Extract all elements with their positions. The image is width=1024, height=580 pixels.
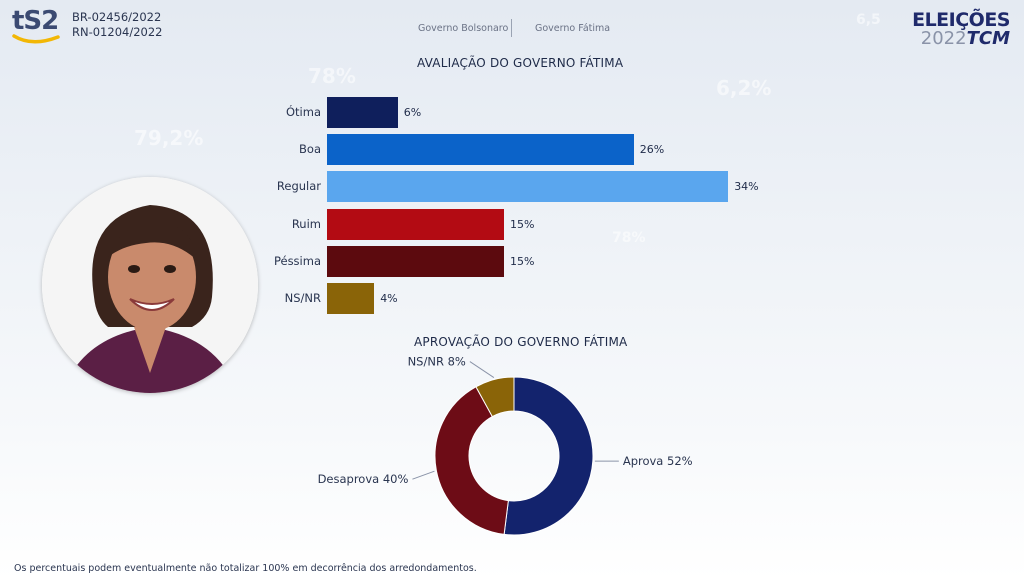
bar-value-boa: 26% [639,143,665,157]
donut-slice-nsnr [475,376,515,418]
donut-leader-line [412,470,435,480]
bar-regular [327,171,729,203]
registration-br: BR-02456/2022 [72,10,162,24]
bar-ruim [327,208,504,240]
bar-value-pessima: 15% [510,254,535,268]
donut-chart-title: APROVAÇÃO DO GOVERNO FÁTIMA [414,335,628,349]
brand-title: ELEIÇÕES [912,9,1010,31]
bar-label-otima: Ótima [285,105,321,119]
bar-chart-title: AVALIAÇÃO DO GOVERNO FÁTIMA [417,56,624,70]
donut-label-aprova: Aprova 52% [623,454,693,468]
background-number: 79,2% [134,126,204,150]
eleicoes-tcm-brand: ELEIÇÕES 2022TCM [912,10,1010,48]
candidate-portrait [42,177,258,393]
bar-label-pessima: Péssima [273,253,321,268]
donut-slice-aprova [503,376,594,536]
donut-leader-line [469,361,495,378]
bar-value-ruim: 15% [510,217,535,231]
background-number: 6,5 [856,12,881,28]
brand-tcm: TCM [966,28,1010,49]
bar-label-nsnr: NS/NR [284,291,321,305]
bar-boa [327,134,634,166]
bar-value-regular: 34% [734,180,759,194]
portrait-illustration [42,177,258,393]
bar-label-regular: Regular [276,179,321,194]
logo-swoosh-icon [12,34,60,44]
background-number: 78% [612,230,646,246]
bar-otima [327,97,398,128]
tab-governo-fatima[interactable]: Governo Fátima [535,23,611,34]
registration-rn: RN-01204/2022 [72,25,163,39]
bar-label-boa: Boa [299,142,321,157]
donut-label-nsnr: NS/NR 8% [408,355,466,369]
bar-pessima [327,245,504,277]
bar-nsnr [327,283,375,314]
donut-slice-desaprova [434,386,509,535]
nav-divider [511,19,512,37]
donut-label-desaprova: Desaprova 40% [318,472,409,486]
bar-value-nsnr: 4% [380,292,398,305]
logo-text: tS2 [12,6,59,36]
tab-governo-bolsonaro[interactable]: Governo Bolsonaro [418,23,509,34]
footnote: Os percentuais podem eventualmente não t… [14,563,477,574]
brand-year: 2022 [920,28,967,49]
ts2-logo: tS2 [12,6,64,46]
bar-value-otima: 6% [403,106,422,119]
bar-label-ruim: Ruim [291,216,321,231]
background-number: 78% [308,64,356,88]
background-number: 6,2% [716,76,772,100]
